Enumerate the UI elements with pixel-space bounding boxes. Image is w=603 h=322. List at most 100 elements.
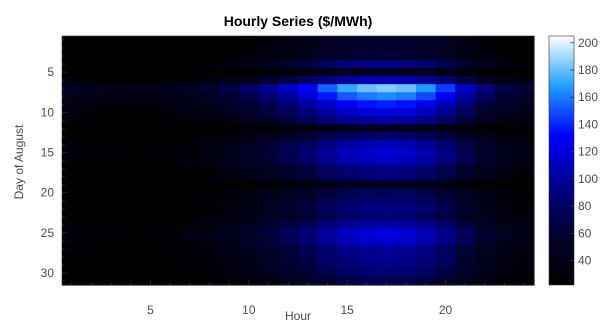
heatmap-cell	[121, 196, 142, 206]
heatmap-cell	[121, 44, 142, 53]
heatmap-cell	[278, 268, 299, 278]
heatmap-cell	[494, 268, 515, 278]
heatmap-cell	[278, 92, 299, 101]
heatmap-cell	[494, 228, 515, 238]
heatmap-cell	[376, 60, 397, 69]
heatmap-cell	[180, 108, 201, 117]
heatmap-cell	[416, 44, 437, 53]
heatmap-cell	[298, 236, 319, 246]
heatmap-cell	[278, 116, 299, 125]
heatmap-cell	[180, 84, 201, 93]
heatmap-cell	[62, 116, 83, 125]
heatmap-cell	[199, 84, 220, 93]
heatmap-cell	[140, 108, 161, 117]
heatmap-cell	[494, 68, 515, 77]
heatmap-cell	[376, 172, 397, 182]
heatmap-cell	[62, 132, 83, 142]
heatmap-cell	[180, 268, 201, 278]
heatmap-cell	[376, 44, 397, 53]
heatmap-cell	[494, 60, 515, 69]
heatmap-cell	[101, 244, 122, 254]
heatmap-cell	[140, 260, 161, 270]
heatmap-cell	[258, 140, 279, 150]
heatmap-cell	[160, 84, 181, 93]
heatmap-cell	[514, 140, 535, 150]
heatmap-cell	[199, 124, 220, 133]
heatmap-cell	[258, 260, 279, 270]
colorbar-tick-label: 180	[578, 63, 598, 77]
heatmap-cell	[337, 108, 358, 117]
heatmap-cell	[62, 36, 83, 45]
heatmap-cell	[180, 76, 201, 85]
heatmap-cell	[337, 44, 358, 53]
heatmap-cell	[239, 52, 260, 61]
heatmap-cell	[514, 92, 535, 101]
heatmap-cell	[376, 188, 397, 198]
heatmap-cell	[219, 236, 240, 246]
heatmap-cell	[258, 236, 279, 246]
heatmap-cell	[62, 60, 83, 69]
heatmap-cell	[455, 52, 476, 61]
heatmap-cell	[416, 68, 437, 77]
heatmap-cell	[101, 156, 122, 166]
heatmap-cell	[62, 156, 83, 166]
heatmap-cell	[435, 60, 456, 69]
heatmap-cell	[101, 204, 122, 214]
heatmap-cell	[514, 228, 535, 238]
heatmap-cell	[101, 100, 122, 109]
heatmap-cell	[239, 108, 260, 117]
heatmap-cell	[121, 164, 142, 174]
heatmap-cell	[475, 236, 496, 246]
heatmap-cell	[219, 140, 240, 150]
heatmap-cell	[199, 276, 220, 286]
heatmap-cell	[475, 108, 496, 117]
heatmap-cell	[81, 172, 102, 182]
heatmap-cell	[121, 148, 142, 158]
heatmap-cell	[160, 180, 181, 190]
heatmap-cell	[239, 140, 260, 150]
heatmap-cell	[376, 244, 397, 254]
heatmap-cell	[494, 148, 515, 158]
heatmap-cell	[416, 108, 437, 117]
heatmap-cell	[337, 84, 358, 93]
heatmap-cell	[219, 92, 240, 101]
heatmap-cell	[219, 76, 240, 85]
heatmap-cell	[62, 84, 83, 93]
heatmap-cell	[455, 268, 476, 278]
heatmap-cell	[121, 92, 142, 101]
heatmap-cell	[298, 52, 319, 61]
heatmap-cell	[62, 236, 83, 246]
heatmap-cell	[317, 172, 338, 182]
heatmap-cell	[475, 220, 496, 230]
heatmap-cell	[219, 204, 240, 214]
heatmap-cell	[180, 228, 201, 238]
heatmap-cell	[180, 212, 201, 222]
heatmap-cell	[160, 228, 181, 238]
heatmap-cell	[180, 244, 201, 254]
heatmap-cell	[160, 76, 181, 85]
heatmap-cell	[494, 76, 515, 85]
heatmap-cell	[121, 132, 142, 142]
heatmap-cell	[357, 260, 378, 270]
heatmap-cell	[435, 92, 456, 101]
heatmap-cells	[62, 36, 535, 286]
heatmap-cell	[180, 276, 201, 286]
heatmap-cell	[396, 252, 417, 262]
heatmap-cell	[514, 220, 535, 230]
heatmap-cell	[435, 196, 456, 206]
heatmap-cell	[455, 228, 476, 238]
heatmap-cell	[455, 140, 476, 150]
heatmap-cell	[317, 276, 338, 286]
heatmap-cell	[160, 268, 181, 278]
colorbar-tick-label: 100	[578, 172, 598, 186]
heatmap-cell	[357, 156, 378, 166]
heatmap-cell	[62, 196, 83, 206]
heatmap-cell	[278, 124, 299, 133]
heatmap-cell	[180, 148, 201, 158]
heatmap-cell	[494, 124, 515, 133]
heatmap-cell	[81, 36, 102, 45]
heatmap-cell	[357, 68, 378, 77]
heatmap-cell	[81, 244, 102, 254]
heatmap-cell	[219, 172, 240, 182]
heatmap-cell	[455, 164, 476, 174]
